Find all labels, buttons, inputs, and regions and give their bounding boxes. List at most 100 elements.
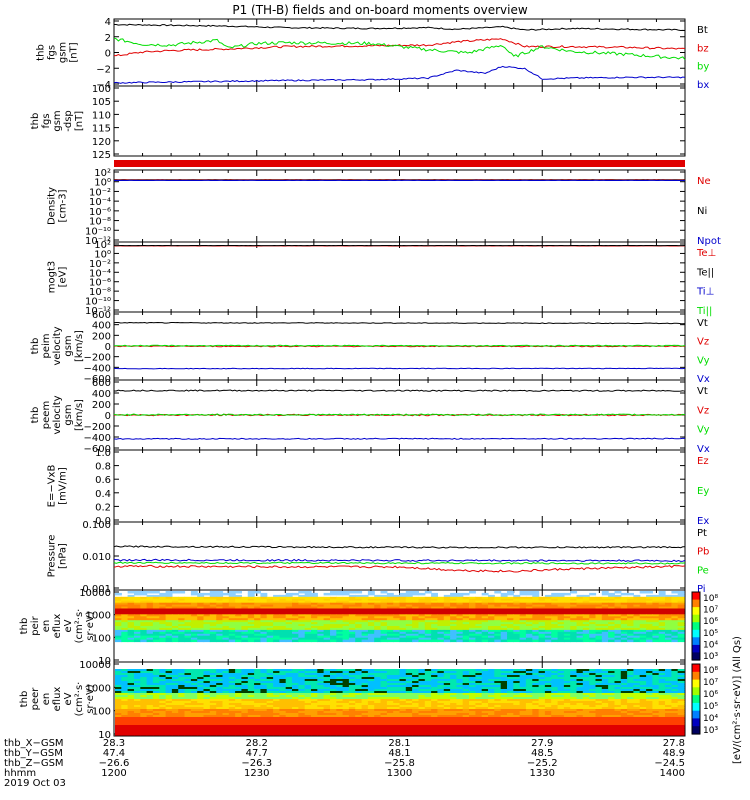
panel-10-cell [241, 671, 249, 674]
panel-9-cell [235, 620, 242, 623]
panel-10-cell [494, 693, 502, 696]
panel-9-cell [620, 596, 628, 600]
panel-9-cell [367, 612, 375, 615]
panel-10-cell [203, 695, 211, 698]
panel-9-cell [399, 604, 407, 608]
panel-9-cell [557, 592, 565, 596]
panel-9-cell [671, 610, 679, 613]
panel-9-cell [228, 629, 236, 633]
panel-9-cell [481, 592, 489, 596]
panel-10-cell [582, 699, 590, 702]
panel-10-cell [525, 671, 533, 674]
panel-10-cell [285, 713, 293, 716]
panel-9-cell [380, 629, 388, 633]
panel-9-cell [330, 626, 337, 629]
panel-9-cell [418, 608, 426, 611]
panel-10-cell [323, 705, 331, 708]
panel-9-cell [576, 598, 584, 602]
panel-10-cell [462, 705, 470, 708]
panel-10-cell [178, 711, 186, 714]
panel-4-legend-2: Ti⊥ [696, 287, 714, 298]
panel-9-cell [298, 608, 306, 611]
panel-10-cell [298, 713, 306, 716]
panel-10-cell [551, 713, 559, 716]
panel-10-cell [412, 695, 419, 698]
panel-9-cell [336, 608, 344, 611]
panel-9-cell [146, 616, 154, 619]
panel-10-cell [677, 693, 685, 696]
panel-9-cell [127, 633, 135, 637]
panel-10-cell [589, 689, 597, 692]
panel-10-cell [228, 689, 236, 692]
panel-10-cell [614, 695, 622, 698]
panel-10-cell [190, 705, 198, 708]
panel-9-cell [222, 596, 230, 600]
panel-10-cell [228, 703, 236, 706]
panel-10-cell [203, 699, 211, 702]
panel-10-cell [582, 713, 590, 716]
panel-9-cell [519, 592, 527, 596]
panel-9-cell [544, 614, 552, 617]
panel-10-cell [532, 669, 540, 672]
panel-9-cell [639, 633, 647, 637]
panel-2-ylabel: [nT] [74, 111, 85, 131]
panel-4-ytick-label: 10⁻⁸ [89, 287, 111, 298]
panel-10-cell [627, 683, 634, 686]
panel-9-cell [121, 608, 129, 611]
panel-9-cell [589, 635, 597, 639]
panel-10-cell [228, 681, 236, 684]
panel-2-frame [113, 85, 686, 157]
panel-9-cell [665, 600, 672, 604]
panel-10-cell [222, 677, 230, 680]
panel-9-cell [380, 622, 388, 625]
panel-9-cell [652, 606, 660, 610]
panel-9-cell [247, 600, 255, 604]
panel-9-cell [342, 629, 350, 633]
panel-9-cell [639, 626, 647, 629]
panel-2-ylabel: gsm [52, 110, 63, 131]
panel-10-cell [671, 681, 679, 684]
panel-10-cell [171, 695, 179, 698]
panel-10-cell [665, 673, 672, 676]
panel-9-cell [361, 627, 369, 631]
panel-10-cell [462, 699, 470, 702]
panel-9-cell [576, 639, 584, 643]
panel-9-cell [620, 637, 628, 641]
panel-9-cell [652, 622, 660, 625]
panel-10-cell [551, 673, 559, 676]
panel-9-cell [115, 596, 122, 600]
panel-10-cell [424, 679, 432, 682]
panel-10-cell [367, 711, 375, 714]
panel-9-cell [146, 594, 154, 598]
panel-9-cell [646, 614, 653, 617]
panel-10-cell [330, 705, 337, 708]
panel-10-cell [481, 669, 489, 672]
panel-9-cell [127, 629, 135, 633]
panel-10-cell [665, 669, 672, 672]
panel-9-cell [140, 637, 148, 641]
panel-9-cell [330, 602, 337, 606]
panel-10-cell [235, 705, 242, 708]
panel-10-cell [620, 705, 628, 708]
panel-10-cell [538, 713, 546, 716]
panel-10-cell [348, 711, 356, 714]
panel-9-cell [298, 604, 306, 608]
panel-10-cell [254, 699, 261, 702]
panel-9-cell [557, 616, 565, 619]
panel-10-cell [197, 673, 205, 676]
panel-9-cell [608, 624, 615, 627]
panel-10-cell [121, 681, 129, 684]
panel-10-cell [216, 713, 224, 716]
panel-10-cell [121, 687, 129, 690]
panel-10-cell [374, 689, 382, 692]
panel-9-cell [488, 606, 495, 610]
panel-9-cell [532, 604, 540, 608]
panel-9-cell [658, 616, 666, 619]
panel-10-cell [405, 671, 413, 674]
panel-10-cell [367, 691, 375, 694]
panel-9-cell [355, 618, 363, 621]
panel-9-cell [190, 627, 198, 631]
panel-10-cell [159, 687, 167, 690]
panel-9-cell [140, 618, 148, 621]
